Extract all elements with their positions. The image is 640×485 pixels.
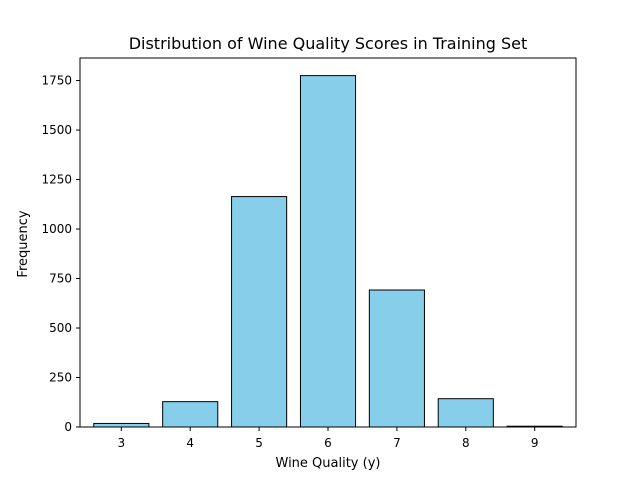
x-axis-label: Wine Quality (y) — [276, 456, 381, 471]
x-tick-label-5: 5 — [255, 436, 263, 450]
y-tick-label-750: 750 — [49, 272, 72, 286]
bar-3 — [93, 422, 150, 428]
y-axis-ticks: 0 250 500 750 1000 1250 1500 1750 — [41, 74, 80, 434]
x-tick-label-7: 7 — [393, 436, 401, 450]
y-tick-label-1000: 1000 — [41, 222, 72, 236]
bar-7 — [368, 289, 425, 428]
x-tick-label-4: 4 — [186, 436, 194, 450]
y-tick-label-1750: 1750 — [41, 74, 72, 88]
y-tick-label-1500: 1500 — [41, 123, 72, 137]
bar-6 — [299, 75, 357, 428]
chart-title: Distribution of Wine Quality Scores in T… — [129, 34, 528, 53]
bar-4 — [162, 401, 219, 428]
x-axis-ticks: 3 4 5 6 7 8 9 — [118, 427, 539, 450]
y-tick-label-250: 250 — [49, 371, 72, 385]
y-axis-label: Frequency — [16, 210, 31, 277]
plot-frame — [79, 57, 577, 428]
x-tick-label-3: 3 — [118, 436, 126, 450]
y-tick-label-500: 500 — [49, 321, 72, 335]
bars-group — [93, 75, 563, 428]
x-tick-label-6: 6 — [324, 436, 332, 450]
bar-8 — [437, 398, 494, 428]
y-tick-label-0: 0 — [64, 420, 72, 434]
y-tick-label-1250: 1250 — [41, 173, 72, 187]
x-tick-label-8: 8 — [462, 436, 470, 450]
bar-5 — [231, 196, 288, 428]
x-tick-label-9: 9 — [531, 436, 539, 450]
